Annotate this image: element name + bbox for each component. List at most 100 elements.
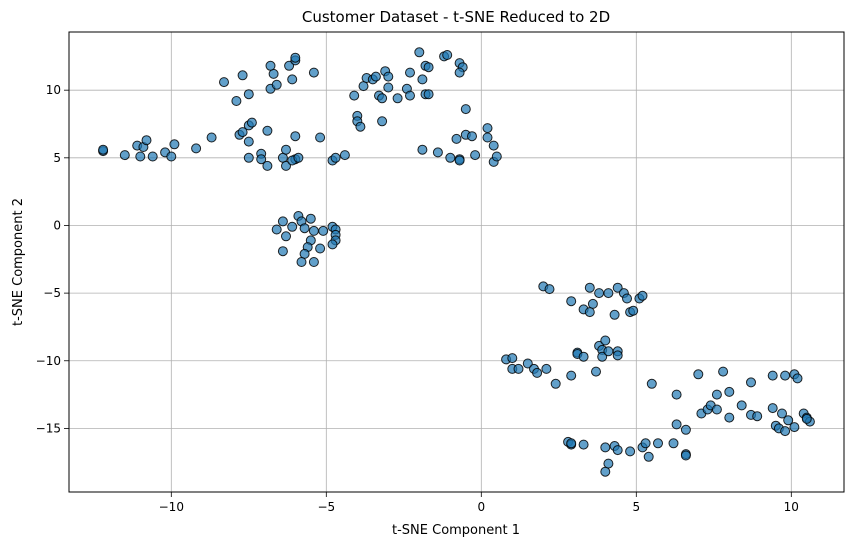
data-point [147, 151, 158, 162]
data-point [299, 223, 310, 234]
data-point [460, 104, 471, 115]
y-tick-label: −10 [36, 354, 61, 368]
data-point [454, 155, 465, 166]
y-tick-label: −5 [43, 286, 61, 300]
data-point [119, 150, 130, 161]
data-point [284, 60, 295, 71]
data-point [767, 403, 778, 414]
data-point [578, 351, 589, 362]
data-point [305, 213, 316, 224]
data-point [612, 445, 623, 456]
data-point [169, 139, 180, 150]
data-point [370, 71, 381, 82]
data-point [281, 231, 291, 242]
data-point [405, 90, 415, 101]
data-point [383, 82, 394, 93]
plot-frame [68, 31, 845, 493]
data-point [281, 144, 291, 155]
data-point [417, 74, 428, 85]
data-point [135, 151, 146, 162]
data-point [671, 419, 682, 430]
axis-ticks: −10 −5 0 5 10 −15 −10 −5 0 5 10 [36, 83, 799, 514]
data-point [792, 373, 803, 384]
data-point [265, 60, 276, 71]
data-point [231, 96, 242, 106]
data-point [318, 225, 329, 236]
data-point [566, 370, 577, 381]
data-point [191, 143, 202, 154]
data-point [668, 438, 679, 449]
data-point [327, 239, 338, 250]
data-point [637, 290, 648, 301]
y-tick-label: −15 [36, 421, 61, 435]
y-tick-label: 10 [46, 83, 61, 97]
data-point [680, 450, 691, 461]
data-point [308, 67, 319, 78]
data-point [377, 116, 388, 127]
data-point [315, 132, 326, 143]
data-point [339, 150, 350, 161]
x-tick-label: 10 [784, 500, 799, 514]
x-tick-label: −10 [159, 500, 184, 514]
data-point [237, 127, 248, 138]
data-point [736, 400, 747, 411]
data-point [405, 67, 415, 78]
y-tick-label: 0 [53, 218, 61, 232]
data-point [287, 221, 298, 232]
data-point [550, 378, 561, 389]
data-point [206, 132, 217, 143]
x-axis-label: t-SNE Component 1 [392, 523, 520, 538]
data-point [262, 160, 273, 171]
data-point [442, 50, 453, 60]
y-tick-label: 5 [53, 151, 61, 165]
data-point [237, 70, 248, 81]
data-point [256, 154, 267, 165]
data-point [680, 424, 691, 435]
data-point [591, 366, 601, 377]
data-point [801, 413, 812, 424]
data-point [789, 422, 800, 433]
data-point [600, 335, 611, 346]
x-tick-label: 5 [632, 500, 640, 514]
data-points [98, 47, 815, 477]
data-point [243, 152, 254, 163]
chart-title: Customer Dataset - t-SNE Reduced to 2D [302, 8, 610, 26]
data-point [628, 305, 639, 316]
data-point [414, 47, 425, 58]
data-point [724, 386, 735, 397]
data-point [544, 284, 555, 295]
data-point [578, 439, 589, 450]
data-point [746, 377, 756, 388]
data-point [777, 408, 787, 419]
data-point [470, 150, 481, 161]
data-point [271, 79, 282, 90]
data-point [293, 152, 304, 163]
data-point [445, 152, 456, 163]
data-point [603, 346, 614, 357]
data-point [711, 404, 722, 415]
plot-area [69, 32, 844, 492]
data-point [290, 52, 301, 63]
data-point [482, 132, 493, 143]
data-point [566, 438, 577, 449]
data-point [718, 366, 729, 377]
data-point [467, 131, 477, 142]
data-point [271, 224, 282, 235]
data-point [752, 411, 763, 422]
data-point [587, 298, 598, 309]
data-point [622, 293, 632, 304]
data-point [451, 133, 462, 144]
data-point [609, 309, 620, 320]
data-point [491, 151, 502, 162]
data-point [640, 438, 651, 449]
data-point [507, 353, 518, 364]
data-point [308, 225, 319, 236]
data-point [330, 152, 341, 163]
data-point [166, 151, 177, 162]
data-point [432, 147, 443, 158]
data-point [693, 369, 704, 380]
data-point [454, 67, 465, 78]
data-point [780, 370, 791, 381]
data-point [219, 77, 229, 88]
